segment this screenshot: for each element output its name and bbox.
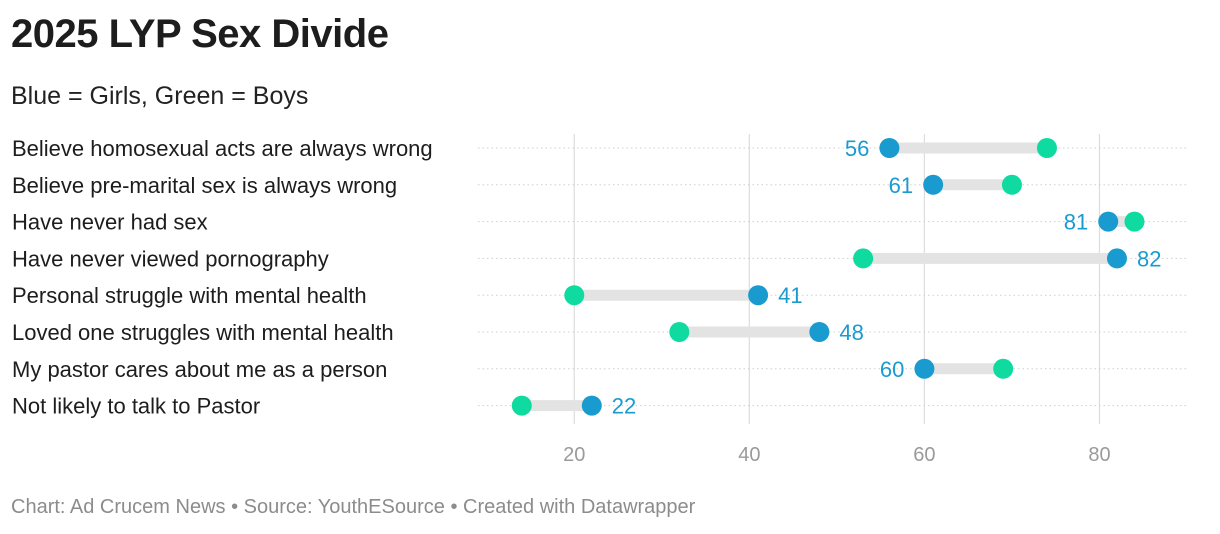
chart-title: 2025 LYP Sex Divide xyxy=(11,12,389,56)
girls-value-label: 81 xyxy=(1064,210,1088,235)
row-label: Loved one struggles with mental health xyxy=(12,320,394,345)
girls-value-label: 41 xyxy=(778,283,802,308)
boys-dot xyxy=(1124,211,1145,232)
girls-dot xyxy=(1106,248,1127,269)
girls-value-label: 82 xyxy=(1137,246,1161,271)
girls-dot xyxy=(923,174,944,195)
row-label: Personal struggle with mental health xyxy=(12,283,367,308)
girls-value-label: 61 xyxy=(889,173,913,198)
boys-dot xyxy=(669,322,690,342)
chart-subtitle: Blue = Girls, Green = Boys xyxy=(11,82,309,110)
girls-dot xyxy=(879,138,900,158)
boys-dot xyxy=(1036,138,1057,158)
row-label: Believe homosexual acts are always wrong xyxy=(12,136,433,161)
girls-dot xyxy=(914,358,935,379)
girls-dot xyxy=(581,395,602,416)
girls-value-label: 56 xyxy=(845,136,869,161)
boys-dot xyxy=(511,395,532,416)
boys-dot xyxy=(1001,174,1022,195)
girls-dot xyxy=(809,322,830,342)
row-label: Have never viewed pornography xyxy=(12,246,329,271)
girls-dot xyxy=(1098,211,1119,232)
x-tick-label: 40 xyxy=(738,444,760,466)
x-tick-label: 20 xyxy=(563,444,585,466)
row-label: Not likely to talk to Pastor xyxy=(12,394,260,419)
girls-value-label: 22 xyxy=(612,394,636,419)
girls-dot xyxy=(748,285,769,306)
row-label: Have never had sex xyxy=(12,210,208,235)
boys-dot xyxy=(853,248,874,269)
row-label: Believe pre-marital sex is always wrong xyxy=(12,173,397,198)
boys-dot xyxy=(993,358,1014,379)
x-tick-label: 60 xyxy=(913,444,935,466)
girls-value-label: 48 xyxy=(839,320,863,345)
row-label: My pastor cares about me as a person xyxy=(12,357,387,382)
boys-dot xyxy=(564,285,585,306)
x-tick-label: 80 xyxy=(1088,444,1110,466)
chart-footer: Chart: Ad Crucem News • Source: YouthESo… xyxy=(11,496,696,518)
girls-value-label: 60 xyxy=(880,357,904,382)
